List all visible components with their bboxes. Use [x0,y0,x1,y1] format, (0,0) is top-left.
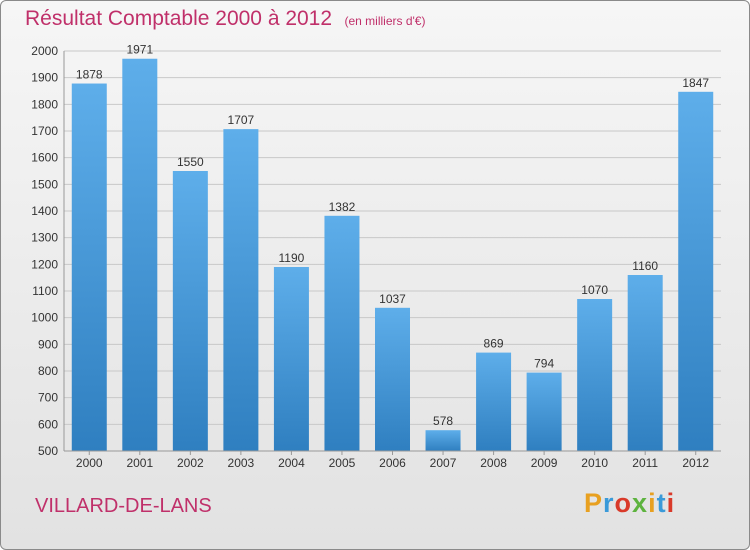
y-tick-label: 1900 [31,71,58,85]
x-tick-label: 2006 [379,456,406,470]
value-label: 1707 [228,113,255,127]
y-tick-label: 700 [38,391,58,405]
value-label: 1878 [76,68,103,82]
value-label: 1037 [379,292,406,306]
value-label: 1190 [279,251,305,265]
bar-2000 [71,83,107,452]
x-tick-label: 2002 [177,456,204,470]
x-tick-label: 2003 [228,456,255,470]
y-tick-label: 600 [38,417,58,431]
x-tick-label: 2012 [682,456,709,470]
chart-subtitle: (en milliers d'€) [344,14,426,28]
commune-name: VILLARD-DE-LANS [35,495,212,517]
x-tick-label: 2007 [430,456,457,470]
value-label: 578 [433,414,453,428]
y-tick-label: 1300 [31,231,58,245]
bar-2011 [627,275,663,451]
bar-2006 [375,307,410,451]
value-label: 869 [484,337,504,351]
bar-2001 [122,58,158,451]
bar-2010 [577,299,613,451]
x-tick-label: 2008 [480,456,507,470]
y-tick-label: 2000 [31,44,58,58]
x-tick-label: 2005 [329,456,356,470]
y-tick-label: 800 [38,364,58,378]
y-tick-label: 1700 [31,124,58,138]
value-label: 1550 [177,155,204,169]
y-tick-label: 1200 [31,257,58,271]
bar-2002 [172,171,208,451]
bar-2004 [273,267,309,451]
chart-title-main: Résultat Comptable 2000 à 2012 [25,7,333,30]
y-tick-label: 1400 [31,204,58,218]
value-label: 1382 [329,200,356,214]
bar-2005 [324,215,360,451]
bar-2007 [425,430,461,451]
bar-2012 [678,91,714,452]
x-tick-label: 2011 [632,456,658,470]
value-label: 794 [534,357,554,371]
value-label: 1847 [682,76,709,90]
proxiti-logo: Proxiti [584,488,676,518]
bar-2009 [526,372,562,451]
x-tick-label: 2000 [76,456,103,470]
bar-2008 [476,352,512,451]
x-tick-label: 2010 [581,456,608,470]
x-tick-label: 2004 [278,456,305,470]
y-tick-label: 1800 [31,97,58,111]
x-tick-label: 2009 [531,456,558,470]
value-label: 1160 [632,259,658,273]
y-tick-label: 900 [38,337,58,351]
y-tick-label: 1600 [31,151,58,165]
bar-2003 [223,129,259,451]
chart-title: Résultat Comptable 2000 à 2012 (en milli… [25,7,425,31]
value-label: 1070 [581,283,608,297]
value-label: 1971 [126,43,153,57]
y-tick-label: 1500 [31,177,58,191]
y-tick-label: 1000 [31,311,58,325]
x-tick-label: 2001 [126,456,153,470]
y-tick-label: 1100 [32,284,58,298]
y-tick-label: 500 [38,444,58,458]
